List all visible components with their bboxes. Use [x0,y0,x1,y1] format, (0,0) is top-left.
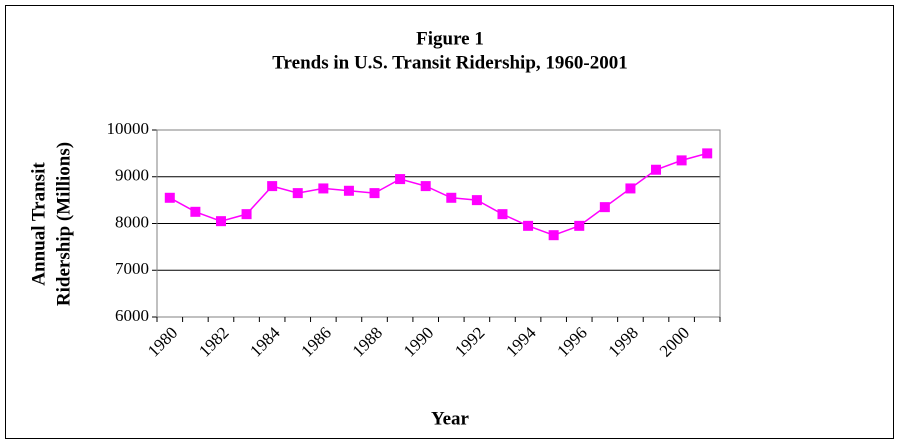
marker [318,183,329,194]
y-tick-label: 8000 [115,212,149,231]
marker [395,174,406,185]
y-tick-label: 7000 [115,259,149,278]
y-tick-label: 9000 [115,166,149,185]
marker [676,155,687,166]
marker [369,188,380,199]
y-axis-label: Ridership (Millions) [53,142,74,306]
chart-title: Figure 1 [416,28,484,49]
marker [651,164,662,175]
marker [292,188,303,199]
chart-frame [5,5,894,439]
y-tick-label: 10000 [107,119,150,138]
chart-subtitle: Trends in U.S. Transit Ridership, 1960-2… [272,52,627,73]
marker [190,206,201,217]
marker [702,148,713,159]
marker [446,192,457,203]
marker [548,230,559,241]
marker [267,181,278,192]
marker [343,185,354,196]
marker [523,220,534,231]
marker [574,220,585,231]
marker [241,209,252,220]
marker [625,183,636,194]
line [169,152,708,236]
marker [497,209,508,220]
marker [420,181,431,192]
marker [164,192,175,203]
marker [471,195,482,206]
x-axis-label: Year [431,408,470,429]
y-tick-label: 6000 [115,306,149,325]
marker [599,202,610,213]
y-axis-label: Annual Transit [28,162,49,286]
marker [215,216,226,227]
